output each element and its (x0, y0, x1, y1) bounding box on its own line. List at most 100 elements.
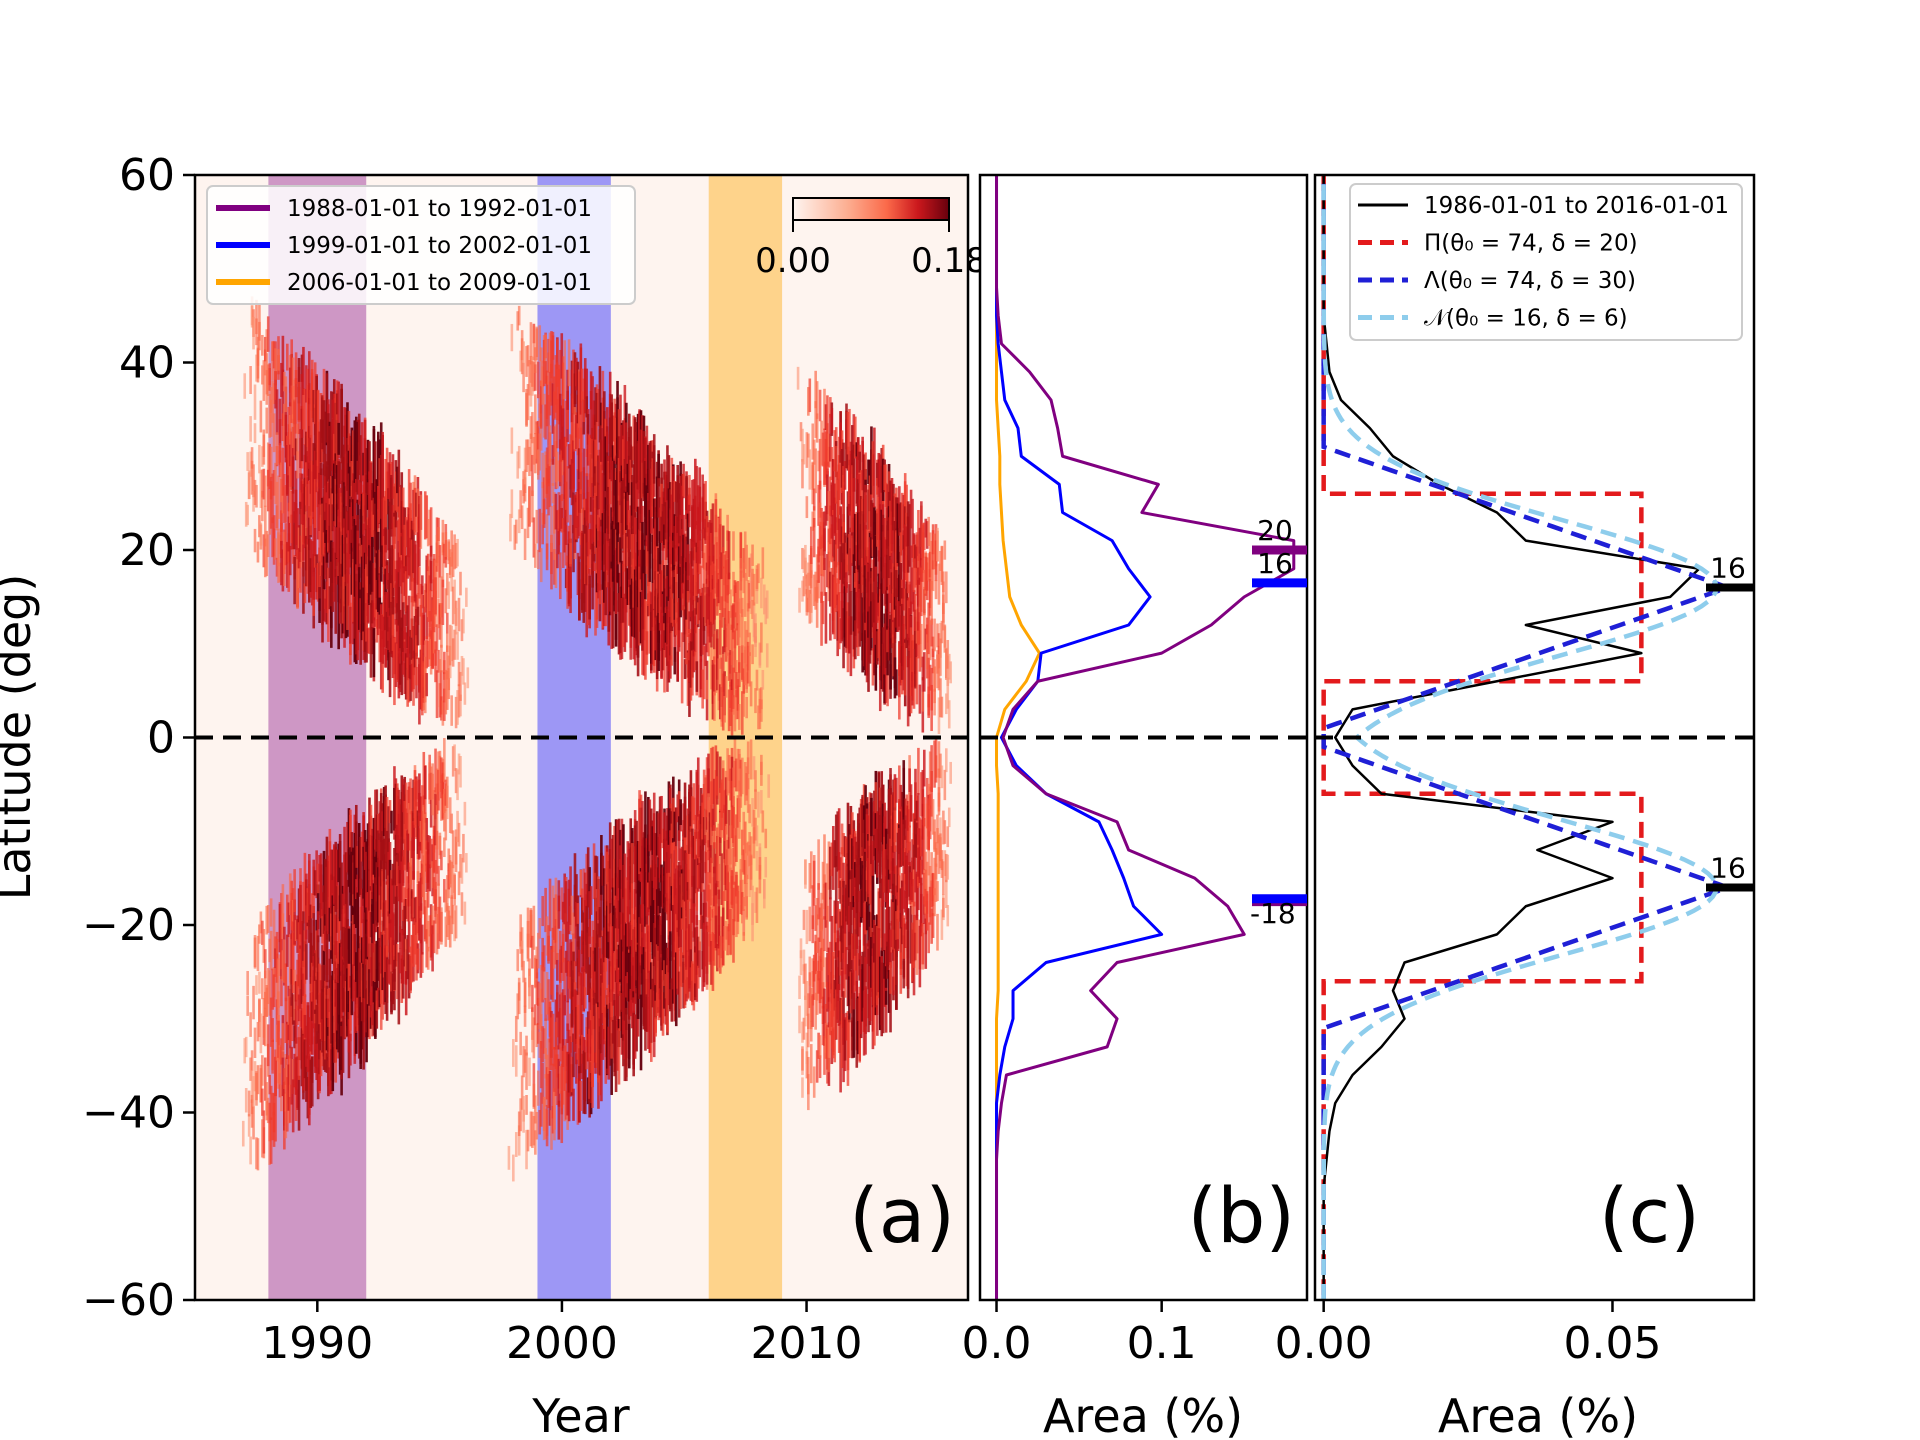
heatmap-streak (366, 823, 370, 847)
heatmap-streak (451, 830, 455, 869)
heatmap-streak (688, 813, 691, 854)
heatmap-streak (830, 567, 834, 614)
heatmap-streak (591, 1038, 594, 1087)
heatmap-streak (696, 757, 700, 817)
heatmap-streak (658, 835, 662, 883)
heatmap-streak (272, 469, 276, 496)
heatmap-streak (708, 918, 712, 965)
heatmap-streak (846, 411, 850, 455)
heatmap-streak (300, 374, 304, 438)
heatmap-streak (824, 404, 828, 430)
heatmap-streak (831, 491, 835, 558)
heatmap-streak (556, 399, 559, 449)
heatmap-streak (443, 837, 446, 858)
heatmap-streak (268, 1102, 271, 1142)
heatmap-streak (334, 478, 338, 526)
heatmap-streak (308, 1046, 311, 1072)
heatmap-streak (569, 866, 572, 925)
heatmap-streak (823, 528, 826, 571)
heatmap-streak (758, 642, 762, 666)
heatmap-streak (422, 594, 426, 645)
heatmap-streak (283, 403, 286, 447)
heatmap-streak (829, 571, 832, 607)
heatmap-streak (561, 941, 565, 981)
heatmap-streak (636, 542, 640, 590)
heatmap-streak (594, 387, 597, 440)
heatmap-streak (588, 1028, 591, 1099)
heatmap-streak (652, 813, 656, 889)
heatmap-streak (717, 658, 721, 701)
heatmap-streak (313, 1023, 317, 1073)
heatmap-streak (316, 389, 320, 467)
heatmap-streak (627, 885, 631, 915)
heatmap-streak (322, 554, 326, 590)
heatmap-streak (519, 1031, 522, 1056)
heatmap-streak (673, 619, 677, 662)
heatmap-streak (820, 507, 823, 552)
heatmap-streak (718, 756, 722, 793)
heatmap-streak (346, 437, 349, 491)
heatmap-streak (288, 1048, 292, 1098)
heatmap-streak (360, 888, 364, 924)
heatmap-streak (438, 545, 442, 578)
heatmap-streak (280, 540, 283, 586)
heatmap-streak (309, 992, 313, 1052)
heatmap-streak (692, 903, 696, 938)
heatmap-streak (385, 611, 389, 649)
heatmap-streak (705, 810, 709, 830)
heatmap-streak (302, 388, 305, 430)
heatmap-streak (296, 974, 299, 1011)
heatmap-streak (308, 506, 311, 551)
heatmap-streak (263, 349, 267, 376)
heatmap-streak (714, 543, 718, 597)
heatmap-streak (545, 514, 549, 560)
heatmap-streak (733, 735, 737, 787)
heatmap-streak (601, 370, 605, 429)
heatmap-streak (614, 819, 618, 896)
heatmap-streak (711, 664, 715, 704)
heatmap-streak (818, 438, 822, 490)
heatmap-streak (677, 830, 681, 861)
heatmap-streak (698, 504, 702, 564)
heatmap-streak (651, 826, 655, 855)
heatmap-streak (310, 1001, 314, 1021)
heatmap-streak (553, 426, 556, 457)
heatmap-streak (591, 920, 594, 977)
heatmap-streak (854, 836, 857, 860)
heatmap-streak (578, 448, 581, 480)
heatmap-streak (369, 911, 373, 938)
heatmap-streak (721, 907, 725, 965)
heatmap-streak (861, 440, 864, 491)
heatmap-streak (626, 441, 630, 485)
heatmap-streak (680, 509, 684, 542)
heatmap-streak (859, 889, 863, 917)
heatmap-streak (663, 622, 666, 693)
heatmap-streak (705, 562, 709, 584)
heatmap-streak (394, 642, 398, 687)
heatmap-streak (595, 569, 599, 628)
heatmap-streak (542, 393, 546, 438)
heatmap-streak (308, 853, 311, 920)
heatmap-streak (745, 544, 748, 581)
heatmap-streak (369, 804, 373, 887)
heatmap-streak (686, 495, 690, 523)
heatmap-streak (399, 663, 402, 685)
heatmap-streak (613, 398, 616, 430)
heatmap-streak (421, 811, 424, 854)
heatmap-streak (252, 1106, 255, 1140)
heatmap-streak (639, 591, 643, 644)
heatmap-streak (429, 934, 433, 961)
heatmap-streak (280, 976, 283, 1007)
heatmap-streak (691, 536, 694, 567)
heatmap-streak (688, 792, 691, 831)
heatmap-streak (431, 600, 434, 635)
heatmap-streak (851, 933, 854, 961)
heatmap-streak (429, 638, 433, 675)
heatmap-streak (293, 501, 296, 523)
heatmap-streak (627, 587, 631, 626)
heatmap-streak (834, 856, 838, 924)
heatmap-streak (648, 443, 652, 503)
heatmap-streak (821, 512, 825, 548)
heatmap-streak (592, 997, 596, 1030)
heatmap-streak (611, 1019, 615, 1044)
